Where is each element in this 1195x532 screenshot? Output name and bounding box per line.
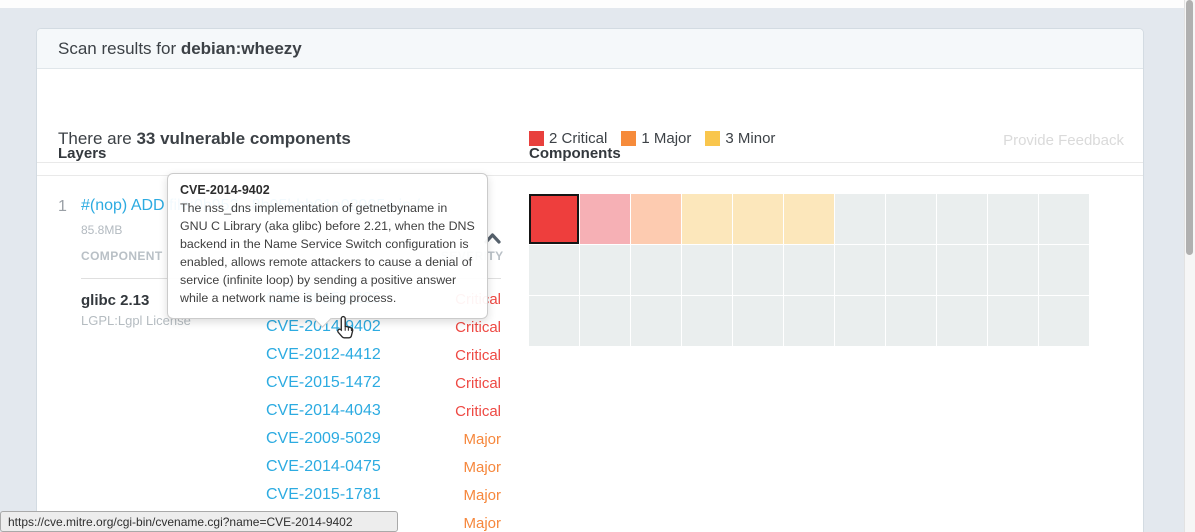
cve-link[interactable]: CVE-2015-1781 bbox=[266, 486, 381, 503]
vulnerable-components-summary: There are 33 vulnerable components bbox=[58, 129, 351, 149]
cve-popover: CVE-2014-9402 The nss_dns implementation… bbox=[167, 173, 488, 328]
severity-label: Critical bbox=[455, 374, 501, 392]
component-cell-critical[interactable] bbox=[580, 194, 630, 244]
scrollbar-thumb[interactable] bbox=[1186, 0, 1193, 255]
cve-popover-description: The nss_dns implementation of getnetbyna… bbox=[180, 201, 475, 305]
component-cell-major[interactable] bbox=[631, 194, 681, 244]
cve-link[interactable]: CVE-2014-4043 bbox=[266, 402, 381, 419]
component-cell-none[interactable] bbox=[529, 245, 579, 295]
provide-feedback-link[interactable]: Provide Feedback bbox=[1003, 132, 1124, 149]
component-cell-none[interactable] bbox=[886, 194, 936, 244]
component-cell-none[interactable] bbox=[631, 245, 681, 295]
legend-label: 2 Critical bbox=[549, 130, 608, 147]
component-license: LGPL:Lgpl License bbox=[81, 313, 191, 328]
window-top-strip bbox=[0, 0, 1195, 8]
component-cell-minor[interactable] bbox=[733, 194, 783, 244]
component-cell-none[interactable] bbox=[988, 194, 1038, 244]
component-cell-none[interactable] bbox=[733, 245, 783, 295]
severity-label: Critical bbox=[455, 346, 501, 364]
component-cell-none[interactable] bbox=[580, 296, 630, 346]
vulnerability-row: Major bbox=[266, 509, 501, 532]
legend-label: 1 Major bbox=[641, 130, 692, 147]
vulnerability-row: CVE-2015-1781 Major bbox=[266, 481, 501, 509]
component-cell-none[interactable] bbox=[988, 245, 1038, 295]
collapse-chevron-up-icon[interactable] bbox=[484, 232, 501, 250]
component-cell-none[interactable] bbox=[937, 296, 987, 346]
cve-popover-title: CVE-2014-9402 bbox=[180, 183, 270, 197]
legend-swatch bbox=[705, 131, 721, 146]
divider bbox=[37, 162, 1143, 163]
severity-label: Major bbox=[463, 514, 501, 532]
severity-label: Critical bbox=[455, 402, 501, 420]
component-cell-none[interactable] bbox=[988, 296, 1038, 346]
legend-item: 2 Critical bbox=[529, 130, 607, 147]
components-grid bbox=[529, 194, 1089, 346]
layer-size: 85.8MB bbox=[81, 223, 123, 237]
component-cell-none[interactable] bbox=[784, 245, 834, 295]
divider bbox=[37, 175, 1143, 176]
severity-label: Major bbox=[463, 430, 501, 448]
component-cell-none[interactable] bbox=[835, 245, 885, 295]
component-cell-none[interactable] bbox=[580, 245, 630, 295]
component-cell-none[interactable] bbox=[937, 194, 987, 244]
cve-link[interactable]: CVE-2009-5029 bbox=[266, 430, 381, 447]
component-cell-minor[interactable] bbox=[682, 194, 732, 244]
card-header: Scan results for debian:wheezy bbox=[37, 29, 1143, 69]
browser-status-bar: https://cve.mitre.org/cgi-bin/cvename.cg… bbox=[0, 511, 398, 532]
legend-item: 3 Minor bbox=[705, 130, 775, 147]
component-cell-none[interactable] bbox=[631, 296, 681, 346]
component-name: glibc 2.13 bbox=[81, 292, 150, 309]
page-scrollbar[interactable] bbox=[1184, 0, 1195, 532]
component-cell-none[interactable] bbox=[937, 245, 987, 295]
vulnerability-row: CVE-2015-1472 Critical bbox=[266, 369, 501, 397]
component-cell-none[interactable] bbox=[529, 296, 579, 346]
component-cell-none[interactable] bbox=[682, 296, 732, 346]
legend-swatch bbox=[621, 131, 637, 146]
cve-link[interactable]: CVE-2015-1472 bbox=[266, 374, 381, 391]
cve-link[interactable]: CVE-2014-0475 bbox=[266, 458, 381, 475]
legend-item: 1 Major bbox=[621, 130, 691, 147]
legend-label: 3 Minor bbox=[725, 130, 776, 147]
component-cell-none[interactable] bbox=[784, 296, 834, 346]
cve-link[interactable]: CVE-2012-4412 bbox=[266, 346, 381, 363]
components-section-title: Components bbox=[529, 145, 621, 162]
legend-swatch bbox=[529, 131, 544, 146]
component-cell-minor[interactable] bbox=[784, 194, 834, 244]
component-cell-critical-selected[interactable] bbox=[529, 194, 579, 244]
pointer-cursor-icon bbox=[334, 315, 357, 346]
vulnerability-row: CVE-2014-4043 Critical bbox=[266, 397, 501, 425]
vulnerability-row: CVE-2012-4412 Critical bbox=[266, 341, 501, 369]
card-title-image-name: debian:wheezy bbox=[180, 39, 302, 58]
severity-label: Major bbox=[463, 486, 501, 504]
severity-label: Major bbox=[463, 458, 501, 476]
component-cell-none[interactable] bbox=[835, 194, 885, 244]
card-title-prefix: Scan results for bbox=[58, 39, 181, 58]
component-cell-none[interactable] bbox=[682, 245, 732, 295]
summary-count: 33 vulnerable components bbox=[136, 129, 351, 148]
summary-prefix: There are bbox=[58, 129, 137, 148]
component-cell-none[interactable] bbox=[835, 296, 885, 346]
scan-results-card: Scan results for debian:wheezy There are… bbox=[36, 28, 1144, 532]
component-cell-none[interactable] bbox=[1039, 245, 1089, 295]
component-cell-none[interactable] bbox=[886, 245, 936, 295]
vulnerability-list: CVE-2015-0235CriticalCVE-2014-9402Critic… bbox=[266, 285, 501, 532]
severity-label: Critical bbox=[455, 318, 501, 336]
component-cell-none[interactable] bbox=[1039, 296, 1089, 346]
layer-index: 1 bbox=[58, 198, 67, 215]
component-cell-none[interactable] bbox=[733, 296, 783, 346]
vulnerability-row: CVE-2009-5029 Major bbox=[266, 425, 501, 453]
layers-section-title: Layers bbox=[58, 145, 107, 162]
component-cell-none[interactable] bbox=[886, 296, 936, 346]
component-cell-none[interactable] bbox=[1039, 194, 1089, 244]
severity-legend: 2 Critical 1 Major 3 Minor bbox=[529, 130, 775, 147]
vulnerability-row: CVE-2014-0475 Major bbox=[266, 453, 501, 481]
component-column-header: COMPONENT bbox=[81, 249, 163, 263]
